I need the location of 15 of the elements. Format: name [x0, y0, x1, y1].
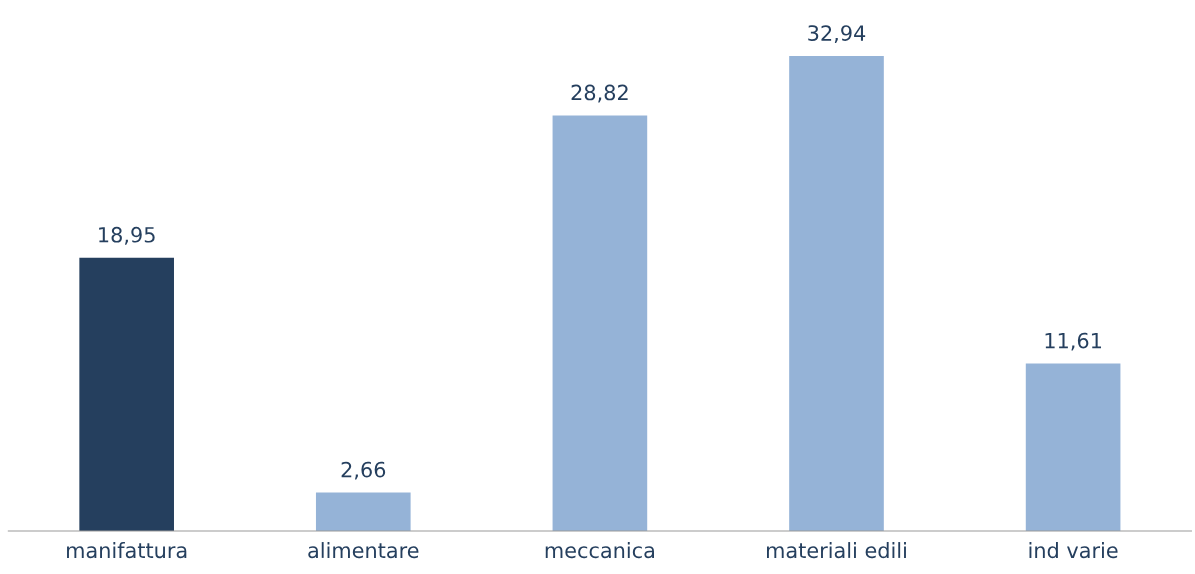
x-tick-label: alimentare: [308, 542, 419, 559]
data-label: 18,95: [99, 226, 155, 245]
data-label: 11,61: [1045, 332, 1102, 351]
bar: [1025, 363, 1121, 531]
data-label: 32,94: [808, 25, 866, 44]
x-tick-label: ind varie: [1029, 542, 1118, 559]
bar: [552, 115, 648, 531]
x-tick-label: materiali edili: [767, 542, 906, 559]
x-tick-label: meccanica: [545, 542, 654, 559]
data-label: 28,82: [571, 84, 628, 103]
bar: [315, 492, 411, 531]
data-label: 2,66: [341, 461, 386, 480]
bar: [789, 56, 884, 531]
x-tick-label: manifattura: [67, 542, 187, 559]
bar: [79, 257, 174, 531]
